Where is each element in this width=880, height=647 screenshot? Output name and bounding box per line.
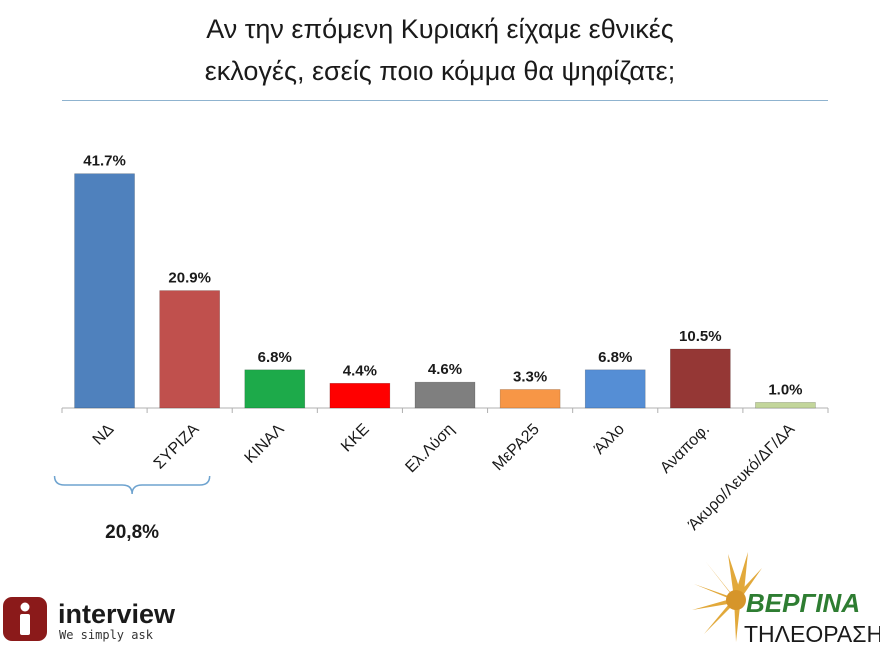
vergina-tv-logo: ΒΕΡΓΙΝΑ ΤΗΛΕΟΡΑΣΗ: [692, 552, 880, 647]
data-label-5: 4.6%: [428, 361, 462, 378]
bar-7: [584, 369, 646, 409]
category-label-2: ΣΥΡΙΖΑ: [151, 421, 203, 473]
annotation-label: 20,8%: [105, 522, 159, 543]
interview-logo: interview We simply ask: [3, 597, 176, 642]
vergina-logo-subtitle: ΤΗΛΕΟΡΑΣΗ: [744, 621, 880, 647]
data-label-1: 41.7%: [83, 153, 126, 170]
data-labels-group: 41.7% 20.9% 6.8% 4.4% 4.6% 3.3% 6.8% 10.5% 1.0%: [83, 153, 802, 399]
bar-9: [755, 402, 816, 409]
bar-3: [244, 369, 306, 409]
category-label-7: Άλλο: [591, 421, 628, 458]
category-label-3: ΚΙΝΑΛ: [242, 421, 288, 467]
category-label-8: Αναποφ.: [657, 421, 713, 477]
bar-1: [74, 173, 135, 409]
x-axis-ticks: [61, 408, 829, 413]
title-divider: [62, 100, 828, 101]
interview-logo-tagline: We simply ask: [59, 628, 154, 642]
bar-6: [499, 389, 561, 409]
vergina-sun-icon: [692, 552, 762, 642]
data-label-4: 4.4%: [343, 362, 377, 379]
data-label-9: 1.0%: [768, 381, 802, 398]
annotation-brace: [53, 475, 211, 495]
vergina-logo-name: ΒΕΡΓΙΝΑ: [746, 588, 860, 618]
title-line-1: Αν την επόμενη Κυριακή είχαμε εθνικές: [206, 14, 674, 44]
data-label-3: 6.8%: [258, 349, 292, 366]
data-label-8: 10.5%: [679, 328, 722, 345]
bar-4: [329, 382, 391, 409]
title-line-2: εκλογές, εσείς ποιο κόμμα θα ψηφίζατε;: [204, 56, 676, 86]
category-label-1: ΝΔ: [90, 421, 118, 449]
category-label-4: ΚΚΕ: [338, 421, 373, 456]
category-label-5: Ελ.Λύση: [402, 421, 457, 476]
bar-8: [670, 348, 731, 409]
interview-logo-name: interview: [58, 599, 176, 629]
category-label-6: ΜεΡΑ25: [490, 421, 543, 474]
data-label-6: 3.3%: [513, 368, 547, 385]
category-labels-group: ΝΔ ΣΥΡΙΖΑ ΚΙΝΑΛ ΚΚΕ Ελ.Λύση ΜεΡΑ25 Άλλο Αναποφ.…: [90, 421, 799, 534]
bar-5: [414, 381, 476, 409]
info-icon-stem: [20, 614, 30, 635]
info-icon-dot: [20, 602, 30, 612]
data-label-2: 20.9%: [168, 270, 211, 287]
data-label-7: 6.8%: [598, 349, 632, 366]
chart-title: Αν την επόμενη Κυριακή είχαμε εθνικές εκ…: [0, 8, 880, 92]
bar-2: [159, 290, 220, 409]
bars-group: [74, 173, 816, 409]
